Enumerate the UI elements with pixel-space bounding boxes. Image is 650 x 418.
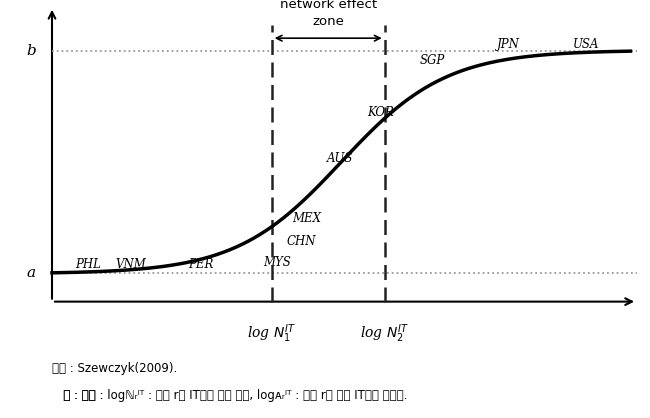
Text: USA: USA xyxy=(573,38,599,51)
Text: VNM: VNM xyxy=(116,258,146,271)
Text: MYS: MYS xyxy=(263,255,291,268)
Text: network effect: network effect xyxy=(280,0,377,11)
Text: 주 : 비고 : logℕᵣᴵᵀ : 지역 r의 IT경제 발전 정도, logᴀᵣᴵᵀ : 지역 r의 전체 IT스톡 생산성.: 주 : 비고 : logℕᵣᴵᵀ : 지역 r의 IT경제 발전 정도, log… xyxy=(52,389,408,402)
Text: AUS: AUS xyxy=(327,152,353,165)
Text: a: a xyxy=(27,266,36,280)
Text: CHN: CHN xyxy=(286,235,316,248)
Text: log $N^{IT}_2$: log $N^{IT}_2$ xyxy=(360,322,409,345)
Text: JPN: JPN xyxy=(497,38,520,51)
Text: b: b xyxy=(26,44,36,58)
Text: zone: zone xyxy=(312,15,344,28)
Text: KOR: KOR xyxy=(367,106,394,119)
Text: 주 : 비고 :: 주 : 비고 : xyxy=(52,389,107,402)
Text: MEX: MEX xyxy=(292,212,321,225)
Text: log $N^{IT}_1$: log $N^{IT}_1$ xyxy=(248,322,296,345)
Text: PHL: PHL xyxy=(75,258,101,271)
Text: 자료 : Szewczyk(2009).: 자료 : Szewczyk(2009). xyxy=(52,362,177,375)
Text: log $A^{IT}_r$: log $A^{IT}_r$ xyxy=(58,0,109,2)
Text: PER: PER xyxy=(188,258,213,271)
Text: SGP: SGP xyxy=(419,54,445,67)
